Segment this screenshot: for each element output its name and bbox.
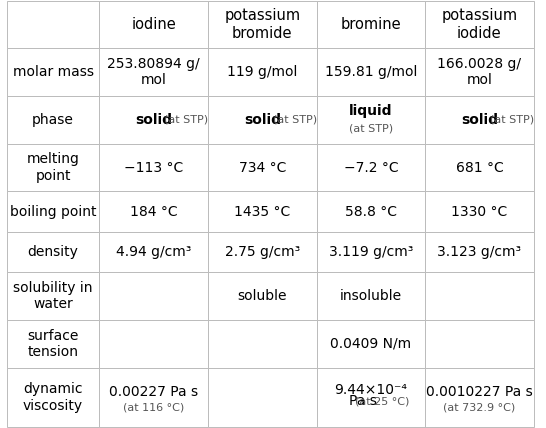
Bar [208, 144, 317, 191]
Text: (at STP): (at STP) [164, 115, 209, 125]
Text: liquid: liquid [349, 104, 393, 118]
Text: phase: phase [32, 113, 74, 127]
Bar [208, 48, 317, 96]
Text: 58.8 °C: 58.8 °C [345, 205, 397, 219]
Bar [7, 191, 99, 232]
Text: molar mass: molar mass [13, 65, 93, 79]
Text: surface
tension: surface tension [27, 329, 79, 359]
Bar [317, 368, 425, 427]
Bar [425, 320, 533, 368]
Text: 681 °C: 681 °C [455, 160, 503, 175]
Bar [7, 96, 99, 144]
Text: 2.75 g/cm³: 2.75 g/cm³ [224, 245, 300, 259]
Bar [317, 232, 425, 272]
Text: density: density [28, 245, 79, 259]
Bar [425, 272, 533, 320]
Bar [7, 232, 99, 272]
Bar [208, 96, 317, 144]
Text: 184 °C: 184 °C [130, 205, 177, 219]
Text: solid  (at STP): solid (at STP) [424, 113, 535, 127]
Text: 0.00227 Pa s: 0.00227 Pa s [109, 384, 198, 398]
Bar [208, 232, 317, 272]
Text: solid: solid [135, 113, 172, 127]
Text: soluble: soluble [238, 289, 287, 303]
Text: 166.0028 g/
mol: 166.0028 g/ mol [437, 57, 521, 87]
Text: (at 732.9 °C): (at 732.9 °C) [443, 402, 515, 412]
Text: melting
point: melting point [27, 152, 80, 183]
Bar [425, 191, 533, 232]
Text: potassium
bromide: potassium bromide [224, 8, 300, 41]
Bar [317, 48, 425, 96]
Text: boiling point: boiling point [10, 205, 96, 219]
Text: 119 g/mol: 119 g/mol [227, 65, 298, 79]
Bar [317, 144, 425, 191]
Text: bromine: bromine [341, 17, 401, 32]
Text: 1330 °C: 1330 °C [452, 205, 508, 219]
Text: insoluble: insoluble [340, 289, 402, 303]
Bar [99, 191, 208, 232]
Text: (at 25 °C): (at 25 °C) [355, 396, 410, 407]
Text: 734 °C: 734 °C [239, 160, 286, 175]
Bar [208, 368, 317, 427]
Text: Pa s: Pa s [349, 395, 377, 408]
Bar [7, 272, 99, 320]
Text: solid: solid [461, 113, 498, 127]
Text: 3.123 g/cm³: 3.123 g/cm³ [437, 245, 521, 259]
Bar [99, 368, 208, 427]
Bar [425, 1, 533, 48]
Bar [425, 48, 533, 96]
Bar [7, 368, 99, 427]
Text: 9.44×10⁻⁴: 9.44×10⁻⁴ [334, 383, 407, 397]
Text: 0.0010227 Pa s: 0.0010227 Pa s [426, 384, 533, 398]
Text: (at STP): (at STP) [349, 123, 393, 134]
Text: solid  (at STP): solid (at STP) [98, 113, 209, 127]
Bar [425, 232, 533, 272]
Bar [7, 48, 99, 96]
Bar [208, 191, 317, 232]
Text: 3.119 g/cm³: 3.119 g/cm³ [329, 245, 413, 259]
Bar [425, 96, 533, 144]
Bar [99, 48, 208, 96]
Bar [99, 320, 208, 368]
Text: (at STP): (at STP) [490, 115, 534, 125]
Bar [317, 96, 425, 144]
Bar [7, 320, 99, 368]
Bar [317, 272, 425, 320]
Text: solubility in
water: solubility in water [13, 281, 93, 311]
Bar [425, 368, 533, 427]
Text: 159.81 g/mol: 159.81 g/mol [325, 65, 417, 79]
Bar [99, 144, 208, 191]
Bar [208, 272, 317, 320]
Text: solid: solid [244, 113, 281, 127]
Bar [99, 272, 208, 320]
Text: 4.94 g/cm³: 4.94 g/cm³ [116, 245, 192, 259]
Text: −7.2 °C: −7.2 °C [343, 160, 398, 175]
Bar [317, 1, 425, 48]
Bar [208, 320, 317, 368]
Text: 0.0409 N/m: 0.0409 N/m [330, 337, 412, 351]
Bar [317, 320, 425, 368]
Bar [99, 96, 208, 144]
Bar [99, 1, 208, 48]
Text: 1435 °C: 1435 °C [234, 205, 290, 219]
Text: dynamic
viscosity: dynamic viscosity [23, 382, 83, 413]
Text: (at 116 °C): (at 116 °C) [123, 402, 185, 412]
Bar [99, 232, 208, 272]
Text: solid  (at STP): solid (at STP) [207, 113, 317, 127]
Text: (at STP): (at STP) [273, 115, 317, 125]
Bar [317, 191, 425, 232]
Bar [208, 1, 317, 48]
Text: iodine: iodine [132, 17, 176, 32]
Bar [425, 144, 533, 191]
Text: 253.80894 g/
mol: 253.80894 g/ mol [108, 57, 200, 87]
Bar [7, 1, 99, 48]
Text: −113 °C: −113 °C [124, 160, 183, 175]
Bar [7, 144, 99, 191]
Text: potassium
iodide: potassium iodide [441, 8, 518, 41]
